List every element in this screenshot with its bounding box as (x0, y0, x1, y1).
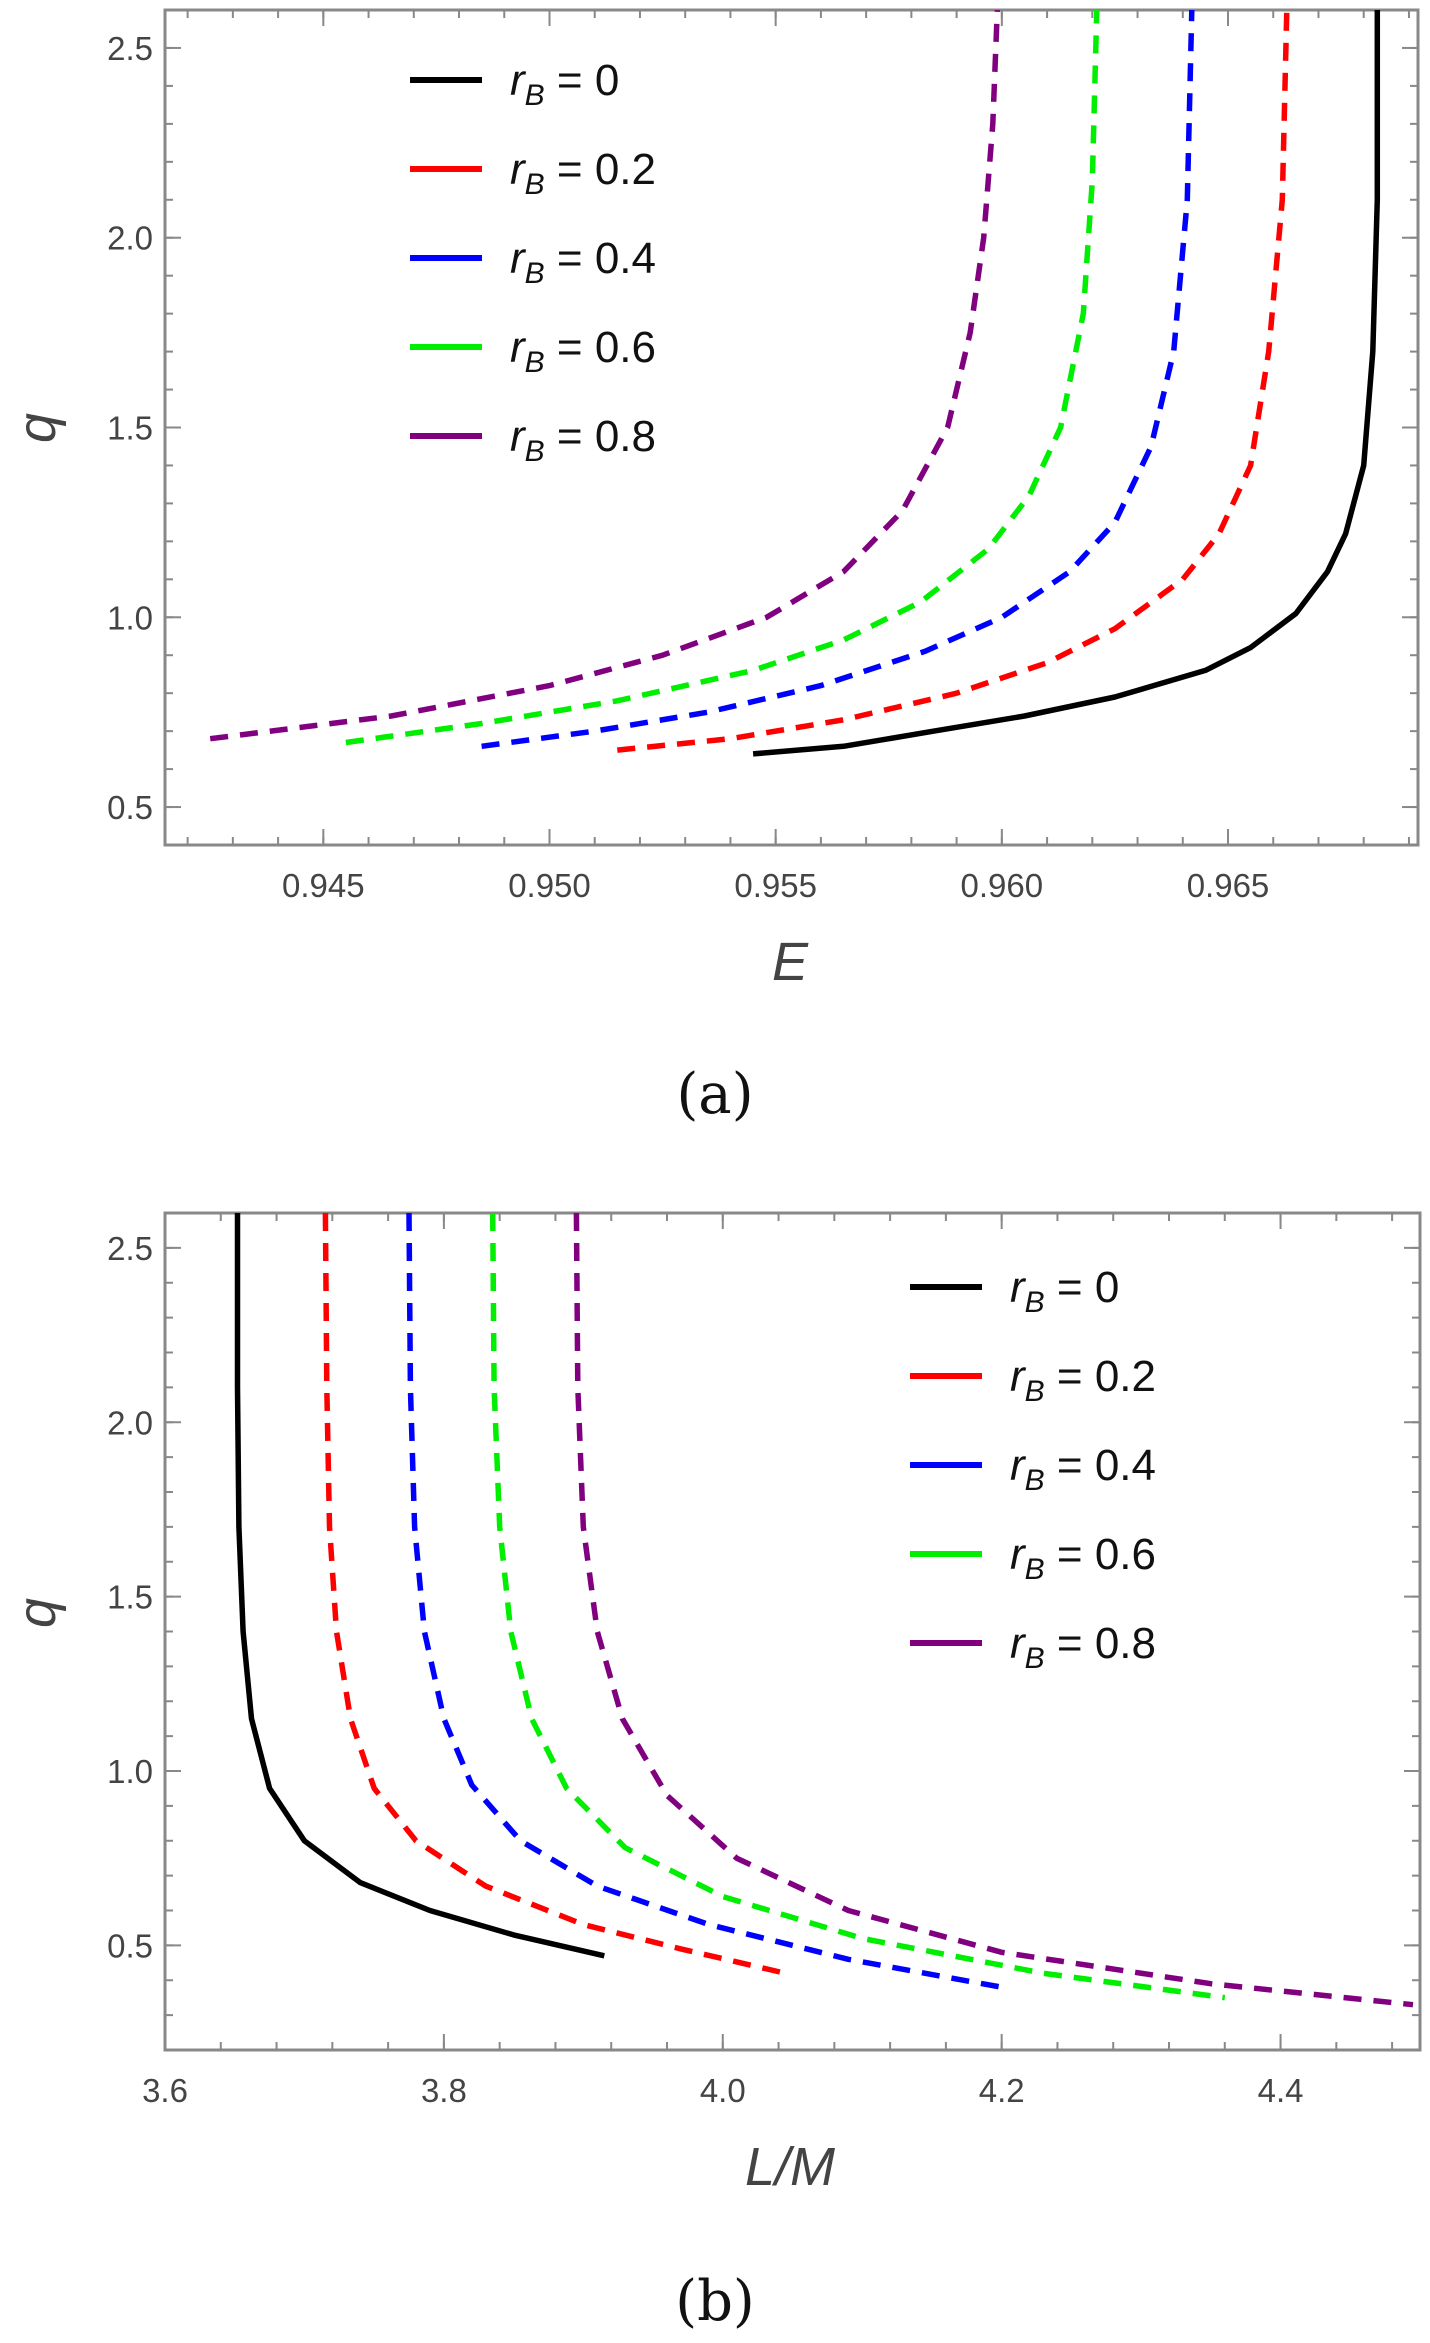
legend-var-subscript: B (525, 79, 545, 112)
y-tick-label: 0.5 (107, 789, 153, 826)
legend-value: = 0.8 (545, 412, 656, 461)
x-tick-label: 0.945 (282, 867, 365, 904)
legend-entry-2: rB = 0.4 (1010, 1441, 1156, 1497)
x-tick-label: 4.2 (979, 2072, 1025, 2109)
y-axis-label: q (7, 413, 67, 443)
x-tick-label: 4.0 (700, 2072, 746, 2109)
legend-value: = 0.6 (545, 323, 656, 372)
y-tick-label: 1.0 (107, 1753, 153, 1790)
x-axis-label: L/M (745, 2137, 835, 2197)
legend: rB = 0rB = 0.2rB = 0.4rB = 0.6rB = 0.8 (910, 1263, 1156, 1675)
series-line-1 (322, 1213, 787, 1976)
series-line-3 (345, 10, 1100, 746)
y-tick-label: 1.0 (107, 599, 153, 636)
legend-entry-3: rB = 0.6 (510, 323, 656, 379)
legend-var-subscript: B (1025, 1553, 1045, 1586)
series-line-2 (406, 1213, 1003, 1990)
series-line-0 (752, 10, 1381, 757)
x-tick-label: 3.6 (142, 2072, 188, 2109)
legend-var-subscript: B (525, 168, 545, 201)
legend-value: = 0.6 (1045, 1530, 1156, 1579)
series-line-2 (481, 10, 1195, 750)
legend-value: = 0 (545, 56, 620, 105)
legend-entry-1: rB = 0.2 (1010, 1352, 1156, 1408)
legend-value: = 0 (1045, 1263, 1120, 1312)
panel-a-chart: 0.945 0.950 0.955 0.960 0.965 0.5 1.0 1.5 2.0 2.5… (7, 8, 1420, 992)
panel-a-caption: (a) (676, 1062, 753, 1127)
legend-var: r (510, 56, 527, 105)
legend-entry-1: rB = 0.2 (510, 145, 656, 201)
legend-var: r (510, 145, 527, 194)
x-tick-label: 0.960 (961, 867, 1044, 904)
y-axis-label: q (7, 1598, 67, 1628)
series-line-1 (617, 10, 1290, 753)
x-tick-label: 0.955 (734, 867, 817, 904)
x-tick-label: 3.8 (421, 2072, 467, 2109)
y-tick-label: 1.5 (107, 1579, 153, 1616)
legend-value: = 0.2 (1045, 1352, 1156, 1401)
legend-var-subscript: B (525, 257, 545, 290)
plot-frame (163, 1211, 1422, 2052)
x-tick-label: 4.4 (1258, 2072, 1304, 2109)
legend-var: r (1010, 1352, 1027, 1401)
legend-var: r (1010, 1619, 1027, 1668)
legend-var: r (1010, 1263, 1027, 1312)
legend-var-subscript: B (1025, 1375, 1045, 1408)
legend-value: = 0.4 (545, 234, 656, 283)
legend-var: r (1010, 1441, 1027, 1490)
plot-frame (163, 8, 1420, 847)
panel-b-caption: (b) (675, 2269, 755, 2334)
legend-value: = 0.4 (1045, 1441, 1156, 1490)
y-tick-label: 2.0 (107, 1404, 153, 1441)
y-tick-label: 0.5 (107, 1927, 153, 1964)
legend-var-subscript: B (525, 435, 545, 468)
x-tick-label: 0.965 (1187, 867, 1270, 904)
legend-var-subscript: B (1025, 1642, 1045, 1675)
legend-entry-0: rB = 0 (1010, 1263, 1119, 1319)
y-tick-label: 1.5 (107, 410, 153, 447)
legend-entry-0: rB = 0 (510, 56, 619, 112)
y-tick-label: 2.5 (107, 30, 153, 67)
series-line-4 (209, 10, 1001, 742)
y-tick-label: 2.0 (107, 220, 153, 257)
x-tick-label: 0.950 (508, 867, 591, 904)
legend-var: r (510, 234, 527, 283)
legend-var-subscript: B (525, 346, 545, 379)
series-line-3 (489, 1213, 1226, 2001)
legend-var: r (1010, 1530, 1027, 1579)
legend-value: = 0.8 (1045, 1619, 1156, 1668)
legend-var-subscript: B (1025, 1286, 1045, 1319)
y-tick-label: 2.5 (107, 1230, 153, 1267)
legend-value: = 0.2 (545, 145, 656, 194)
series-group (209, 10, 1381, 757)
legend-entry-4: rB = 0.8 (510, 412, 656, 468)
legend-var-subscript: B (1025, 1464, 1045, 1497)
legend-var: r (510, 323, 527, 372)
legend-entry-4: rB = 0.8 (1010, 1619, 1156, 1675)
legend: rB = 0rB = 0.2rB = 0.4rB = 0.6rB = 0.8 (410, 56, 656, 468)
legend-entry-3: rB = 0.6 (1010, 1530, 1156, 1586)
series-group (234, 1213, 1414, 2008)
legend-entry-2: rB = 0.4 (510, 234, 656, 290)
series-line-0 (234, 1213, 605, 1959)
x-axis-label: E (772, 932, 809, 992)
legend-var: r (510, 412, 527, 461)
